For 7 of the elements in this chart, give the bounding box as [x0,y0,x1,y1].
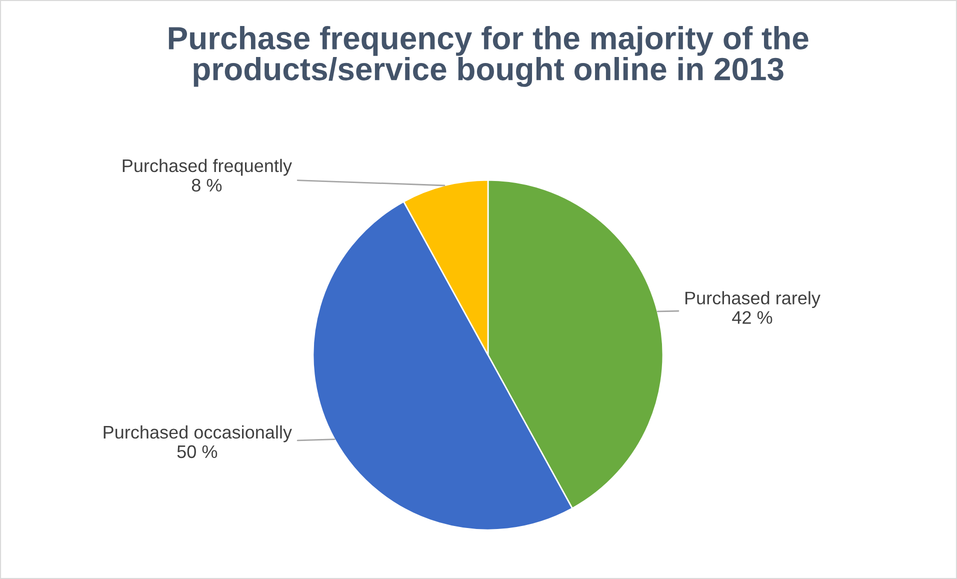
slice-label: Purchased rarely [685,291,820,308]
slice-label: Purchased occasionally [104,425,292,442]
chart-title: Purchase frequency for the majority of the products/service bought online in 2013 [168,26,808,87]
slice-label: Purchased frequently [122,158,292,176]
data-label: 50 % [177,445,218,458]
data-label: 8 % [192,178,222,192]
data-label: 42 % [732,311,772,324]
